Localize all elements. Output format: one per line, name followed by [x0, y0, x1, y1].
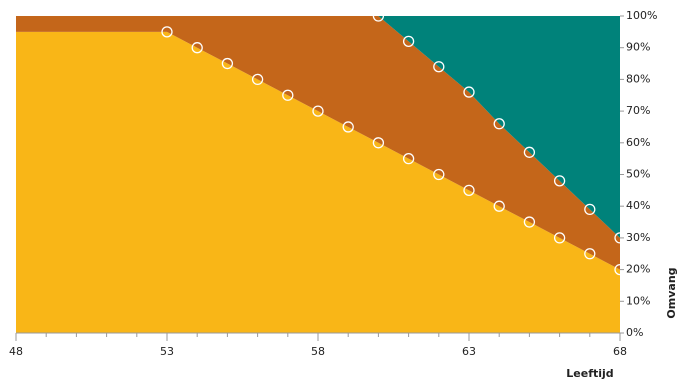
point-marker — [614, 232, 626, 244]
point-marker — [221, 57, 234, 70]
y-tick-label: 20% — [626, 263, 650, 276]
y-tick-label: 90% — [626, 41, 650, 54]
point-marker — [433, 168, 445, 181]
area — [16, 31, 620, 333]
point-marker — [312, 105, 324, 117]
x-tick-label: 48 — [9, 345, 23, 358]
point-marker — [372, 10, 385, 22]
x-tick-label: 63 — [462, 345, 476, 358]
x-tick-label: 53 — [160, 345, 174, 358]
point-marker — [553, 232, 566, 244]
point-marker — [584, 203, 596, 216]
point-marker — [523, 146, 536, 158]
y-tick-label: 100% — [626, 9, 657, 22]
point-marker — [282, 89, 294, 101]
point-marker — [342, 121, 354, 133]
point-marker — [493, 200, 505, 212]
x-axis-label: Leeftijd — [566, 367, 613, 380]
point-marker — [614, 263, 626, 276]
y-tick-label: 30% — [626, 231, 650, 244]
y-tick-label: 0% — [626, 326, 643, 339]
point-marker — [433, 61, 445, 73]
y-tick-label: 10% — [626, 294, 650, 307]
y-tick-label: 80% — [626, 72, 650, 85]
y-tick-label: 50% — [626, 168, 650, 181]
y-tick-label: 60% — [626, 136, 650, 149]
point-marker — [402, 152, 415, 165]
point-marker — [463, 184, 475, 197]
x-tick-label: 68 — [613, 345, 627, 358]
point-marker — [402, 35, 415, 48]
point-marker — [584, 248, 596, 260]
area — [16, 16, 620, 270]
point-marker — [372, 137, 385, 149]
point-marker — [251, 73, 264, 86]
point-marker — [493, 118, 505, 130]
y-tick-label: 70% — [626, 104, 650, 117]
area — [16, 16, 620, 238]
point-marker — [523, 216, 536, 228]
point-marker — [463, 86, 475, 98]
y-axis-label: Omvang — [665, 267, 678, 318]
point-marker — [191, 42, 203, 54]
y-tick-label: 40% — [626, 199, 650, 212]
x-tick-label: 58 — [311, 345, 325, 358]
point-marker — [161, 26, 173, 38]
point-marker — [553, 175, 566, 187]
